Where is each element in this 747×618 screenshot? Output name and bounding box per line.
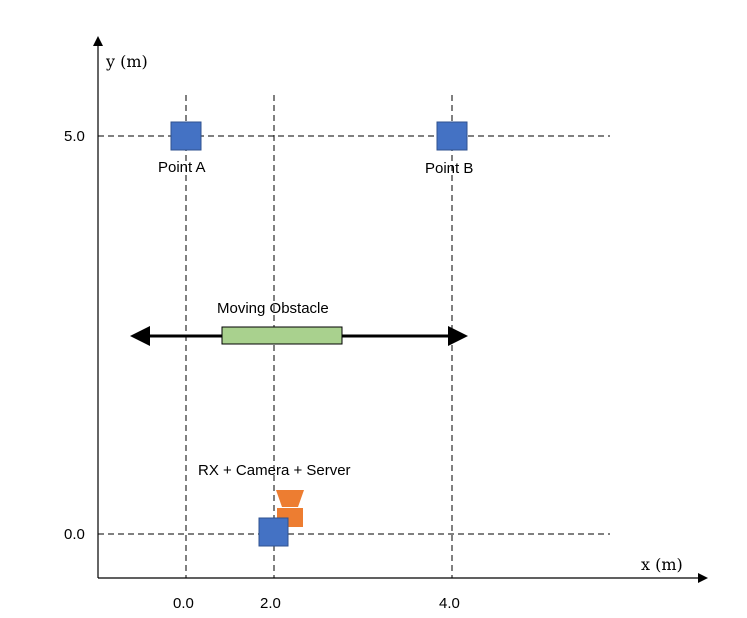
obstacle-arrowhead-left — [130, 326, 150, 346]
x-tick-label-2: 2.0 — [260, 595, 281, 612]
point-a-label: Point A — [158, 159, 206, 176]
point-a-marker — [170, 121, 202, 151]
receiver-label: RX + Camera + Server — [198, 462, 351, 479]
obstacle-bar — [221, 326, 343, 345]
receiver-marker — [258, 517, 289, 547]
y-axis-label: y (m) — [105, 52, 148, 71]
camera-lens-icon — [276, 490, 304, 507]
y-tick-label-0: 0.0 — [64, 526, 85, 543]
y-tick-label-5: 5.0 — [64, 128, 85, 145]
obstacle-label: Moving Obstacle — [217, 300, 329, 317]
x-axis-label: x (m) — [641, 555, 683, 574]
x-tick-label-0: 0.0 — [173, 595, 194, 612]
x-tick-label-4: 4.0 — [439, 595, 460, 612]
obstacle-arrowhead-right — [448, 326, 468, 346]
point-b-label: Point B — [425, 160, 473, 177]
point-b-marker — [436, 121, 468, 151]
